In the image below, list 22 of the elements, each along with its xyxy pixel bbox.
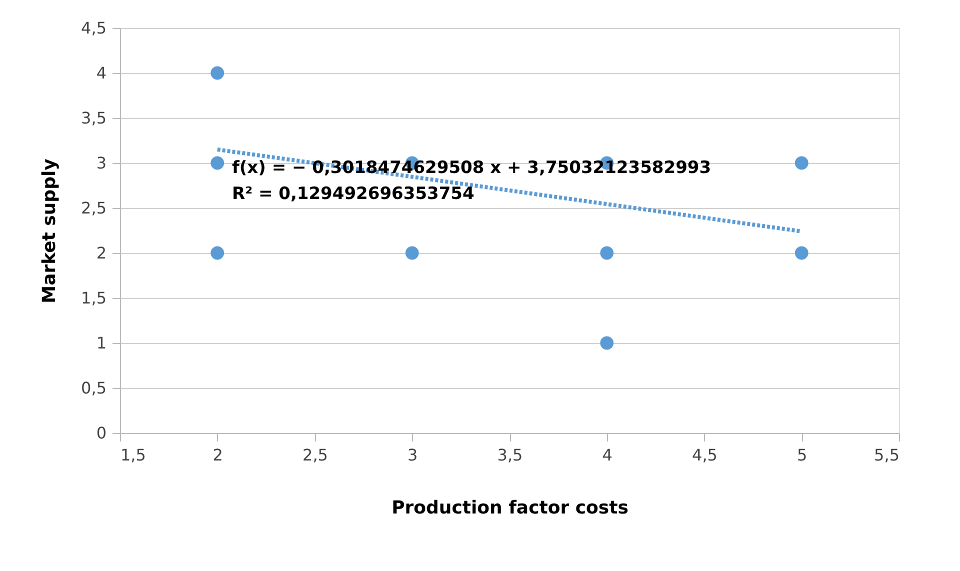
x-tick-label: 5,5 — [874, 446, 900, 464]
y-tick-label: 3 — [96, 154, 106, 172]
y-tick-label: 0,5 — [81, 378, 106, 398]
x-axis-title: Production factor costs — [392, 498, 628, 518]
y-tick-label: 0 — [96, 424, 106, 442]
x-tick-label: 2,5 — [302, 446, 328, 464]
y-tick-label: 4 — [96, 64, 106, 82]
x-tick-label: 1,5 — [120, 446, 146, 464]
y-axis-title: Market supply — [39, 158, 60, 304]
y-tick-label: 3,5 — [81, 108, 106, 128]
x-tick-label: 4 — [602, 446, 612, 464]
y-tick-label: 1 — [96, 334, 106, 352]
y-tick-label: 2,5 — [81, 198, 106, 218]
x-tick-label: 5 — [797, 446, 808, 464]
x-tick-label: 3 — [408, 446, 418, 464]
x-tick-label: 2 — [212, 446, 223, 464]
y-tick-label: 4,5 — [81, 18, 106, 38]
annotation: R² = 0,129492696353754 — [232, 184, 475, 204]
x-tick-label: 4,5 — [692, 446, 718, 464]
x-tick-label: 3,5 — [497, 446, 523, 464]
y-tick-label: 1,5 — [81, 288, 106, 308]
y-tick-label: 2 — [96, 244, 106, 262]
